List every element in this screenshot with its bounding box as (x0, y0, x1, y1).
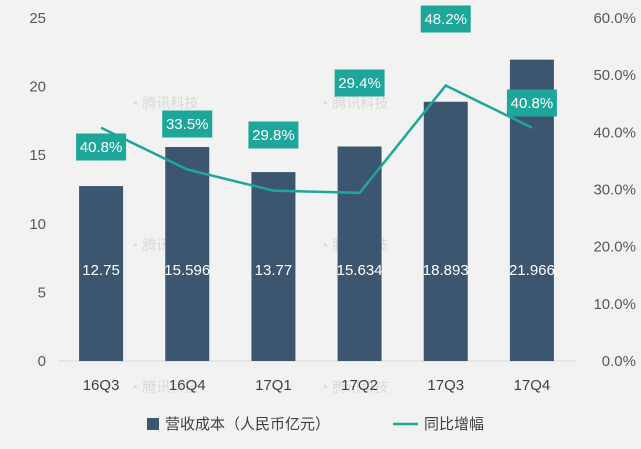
legend-bar-swatch (147, 418, 159, 430)
watermark-text: ◔ 腾讯科技 (130, 379, 198, 395)
rate-label-box (248, 121, 299, 149)
y-left-tick-label: 5 (38, 284, 46, 301)
y-left-tick-label: 15 (29, 147, 46, 164)
bar-17Q3 (423, 101, 468, 362)
bar-value-label: 21.966 (509, 262, 555, 279)
x-tick-label: 17Q3 (427, 377, 464, 394)
rate-label: 40.8% (511, 95, 554, 112)
y-left-tick-label: 20 (29, 79, 46, 96)
y-left-tick-label: 10 (29, 216, 46, 233)
bar-17Q2 (337, 146, 382, 361)
y-left-tick-label: 25 (29, 10, 46, 27)
rate-label-box (420, 5, 471, 33)
bar-value-label: 13.77 (255, 262, 293, 279)
bar-value-label: 18.893 (423, 262, 469, 279)
bar-value-label: 15.634 (337, 262, 383, 279)
x-tick-label: 17Q2 (341, 377, 378, 394)
rate-label-box (162, 110, 213, 138)
watermark-text: ◔ 腾讯科技 (130, 95, 198, 111)
x-tick-label: 16Q3 (83, 377, 120, 394)
y-right-tick-label: 10.0% (593, 296, 636, 313)
x-tick-label: 16Q4 (169, 377, 206, 394)
y-right-tick-label: 40.0% (593, 124, 636, 141)
rate-label-box (334, 69, 385, 97)
bar-16Q4 (165, 147, 210, 361)
bar-value-label: 12.75 (82, 262, 120, 279)
bar-value-label: 15.596 (164, 262, 210, 279)
rate-label-box (506, 89, 557, 117)
y-right-tick-label: 20.0% (593, 239, 636, 256)
y-left-tick-label: 0 (38, 353, 46, 370)
watermark-text: ◔ 腾讯科技 (320, 95, 388, 111)
y-right-tick-label: 50.0% (593, 67, 636, 84)
rate-label: 40.8% (80, 139, 123, 156)
bar-17Q1 (251, 172, 296, 361)
legend-bar-label: 营收成本（人民币亿元） (165, 416, 330, 433)
x-tick-label: 17Q1 (255, 377, 292, 394)
y-right-tick-label: 30.0% (593, 182, 636, 199)
bar-16Q3 (79, 186, 124, 361)
rate-label: 33.5% (166, 116, 209, 133)
growth-line (100, 84, 533, 195)
rate-label: 48.2% (424, 11, 467, 28)
y-right-tick-label: 0.0% (602, 353, 636, 370)
legend-line-label: 同比增幅 (424, 416, 484, 433)
rate-label: 29.8% (252, 127, 295, 144)
rate-label: 29.4% (338, 75, 381, 92)
rate-label-box (76, 133, 127, 161)
watermark-text: ◔ 腾讯科技 (320, 379, 388, 395)
y-right-tick-label: 60.0% (593, 10, 636, 27)
x-tick-label: 17Q4 (514, 377, 551, 394)
